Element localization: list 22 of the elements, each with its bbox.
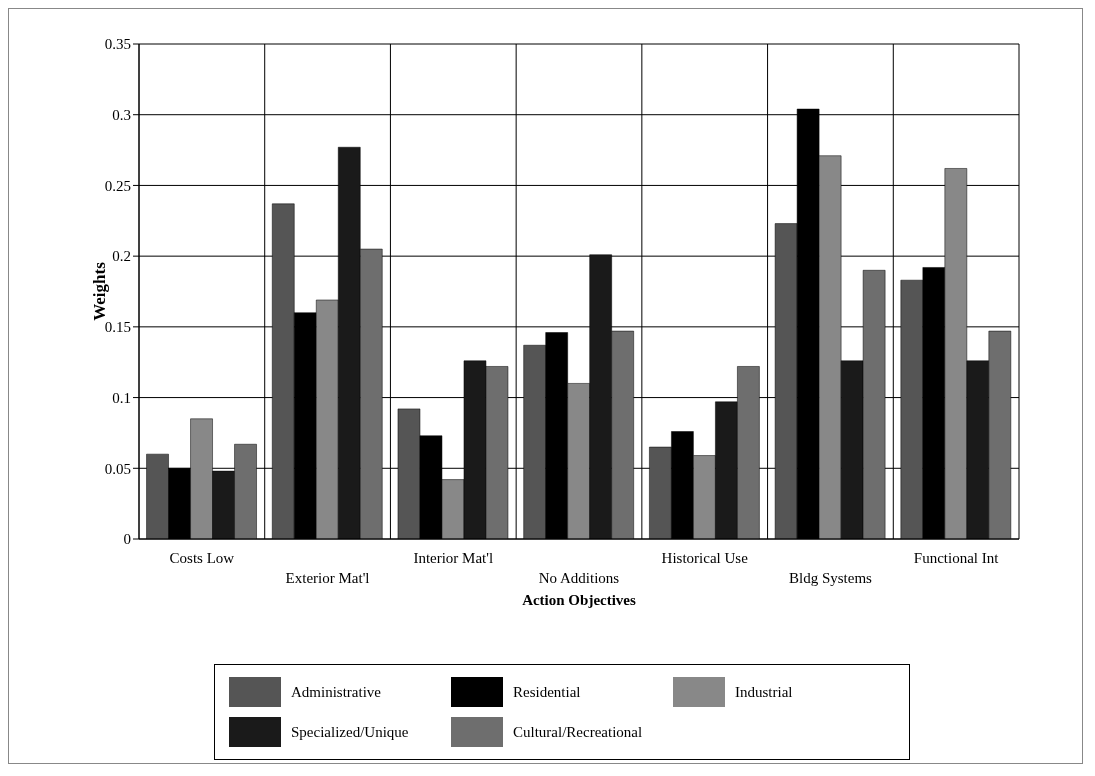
legend-label: Administrative (291, 683, 381, 701)
legend-label: Industrial (735, 683, 793, 701)
y-tick-label: 0.35 (104, 36, 131, 53)
x-tick-label: Functional Int (913, 550, 1000, 566)
y-axis-title: Weights (90, 261, 110, 321)
x-tick-label: Exterior Mat'l (285, 570, 370, 586)
y-tick-label: 0.3 (112, 107, 131, 124)
y-tick-label: 0.25 (104, 177, 131, 194)
x-tick-label: Historical Use (661, 550, 749, 566)
y-tick-label: 0.05 (104, 460, 131, 477)
x-tick-label: Costs Low (169, 550, 235, 566)
x-tick-label: Bldg Systems (788, 570, 873, 586)
legend-label: Specialized/Unique (291, 723, 409, 741)
y-tick-label: 0.15 (104, 319, 131, 336)
legend-label: Cultural/Recreational (513, 723, 643, 741)
x-tick-label: No Additions (538, 570, 620, 586)
x-tick-label: Interior Mat'l (413, 550, 494, 566)
y-tick-label: 0.1 (112, 389, 131, 406)
legend-label: Residential (513, 683, 581, 701)
y-tick-label: 0 (123, 531, 131, 548)
x-axis-title: Action Objectives (522, 592, 637, 608)
y-tick-label: 0.2 (112, 248, 131, 265)
